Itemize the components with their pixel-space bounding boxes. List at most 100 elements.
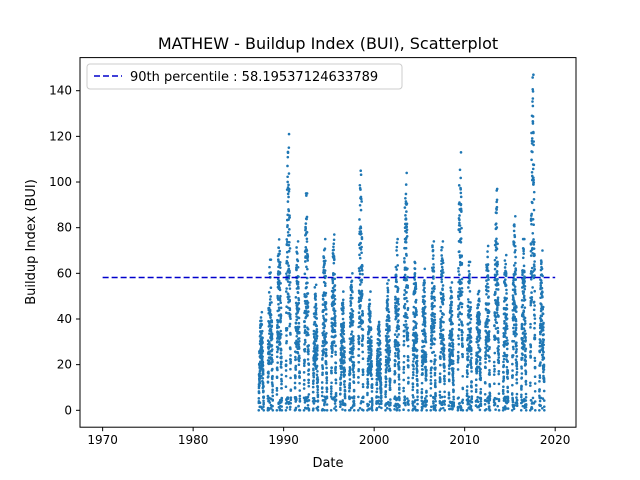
y-axis-label: Buildup Index (BUI) <box>24 179 39 305</box>
scatter-point <box>270 301 273 304</box>
scatter-point <box>531 231 535 235</box>
scatter-point <box>358 253 361 257</box>
scatter-point <box>532 208 536 212</box>
scatter-point <box>278 286 281 290</box>
scatter-point <box>307 368 311 371</box>
scatter-point <box>387 319 391 323</box>
scatter-point <box>470 409 474 412</box>
scatter-point <box>311 390 315 394</box>
scatter-point <box>297 275 300 279</box>
scatter-point <box>370 373 373 376</box>
scatter-point <box>330 369 333 373</box>
scatter-point <box>511 354 515 357</box>
scatter-point <box>398 409 401 412</box>
scatter-point <box>323 400 327 404</box>
scatter-point <box>343 392 347 396</box>
scatter-point <box>306 348 310 351</box>
scatter-point <box>389 398 392 401</box>
scatter-point <box>393 352 397 355</box>
scatter-point <box>361 320 365 324</box>
scatter-point <box>459 237 463 240</box>
scatter-point <box>479 367 482 371</box>
scatter-point <box>532 402 536 405</box>
scatter-point <box>357 354 361 357</box>
scatter-point <box>523 343 526 347</box>
scatter-point <box>361 314 364 317</box>
scatter-point <box>521 273 524 277</box>
scatter-point <box>449 306 453 310</box>
scatter-point <box>303 342 306 346</box>
scatter-point <box>470 397 474 400</box>
scatter-point <box>452 389 455 392</box>
scatter-point <box>352 334 355 338</box>
scatter-point <box>461 398 465 402</box>
scatter-point <box>395 397 399 400</box>
scatter-point <box>358 269 361 273</box>
scatter-point <box>539 279 543 282</box>
scatter-point <box>529 381 532 385</box>
scatter-point <box>288 247 292 250</box>
scatter-point <box>280 355 283 359</box>
scatter-point <box>421 373 424 376</box>
scatter-point <box>478 312 481 316</box>
scatter-point <box>359 248 363 251</box>
scatter-point <box>502 371 505 374</box>
scatter-point <box>257 397 261 400</box>
scatter-point <box>465 385 469 388</box>
scatter-point <box>385 377 388 380</box>
scatter-point <box>286 164 289 168</box>
scatter-point <box>522 264 526 268</box>
scatter-point <box>387 360 390 364</box>
scatter-point <box>351 290 354 294</box>
scatter-point <box>296 280 300 284</box>
scatter-point <box>532 238 535 241</box>
scatter-point <box>294 296 298 299</box>
scatter-point <box>497 348 500 351</box>
scatter-point <box>511 369 514 372</box>
scatter-point <box>486 344 489 348</box>
scatter-point <box>314 399 317 403</box>
scatter-point <box>524 322 527 325</box>
scatter-point <box>483 402 487 406</box>
scatter-point <box>443 369 446 373</box>
scatter-point <box>379 390 383 394</box>
scatter-point <box>341 317 345 321</box>
scatter-point <box>524 405 528 409</box>
scatter-point <box>433 312 437 316</box>
scatter-point <box>522 331 525 334</box>
scatter-point <box>457 396 460 399</box>
scatter-point <box>370 386 374 389</box>
scatter-point <box>351 315 354 319</box>
scatter-point <box>352 388 356 392</box>
scatter-point <box>305 249 309 252</box>
scatter-points <box>257 73 546 412</box>
scatter-point <box>529 326 532 329</box>
scatter-point <box>298 331 301 335</box>
scatter-point <box>295 334 299 338</box>
scatter-point <box>524 399 528 402</box>
scatter-point <box>514 255 517 259</box>
scatter-point <box>523 279 526 283</box>
scatter-point <box>315 328 319 331</box>
scatter-point <box>403 261 406 264</box>
scatter-point <box>294 368 298 371</box>
scatter-point <box>357 342 361 346</box>
scatter-point <box>511 374 514 377</box>
scatter-point <box>358 272 362 276</box>
scatter-point <box>323 338 327 342</box>
scatter-point <box>440 339 443 343</box>
scatter-point <box>459 195 463 199</box>
scatter-point <box>504 274 508 278</box>
scatter-point <box>296 327 300 331</box>
scatter-point <box>403 401 407 405</box>
scatter-point <box>439 357 442 360</box>
scatter-point <box>297 301 301 305</box>
scatter-point <box>342 329 345 333</box>
scatter-point <box>359 299 363 303</box>
scatter-point <box>432 342 436 346</box>
scatter-point <box>533 314 536 317</box>
scatter-point <box>342 332 346 336</box>
scatter-point <box>262 399 265 403</box>
scatter-point <box>284 409 288 412</box>
scatter-point <box>447 391 451 395</box>
